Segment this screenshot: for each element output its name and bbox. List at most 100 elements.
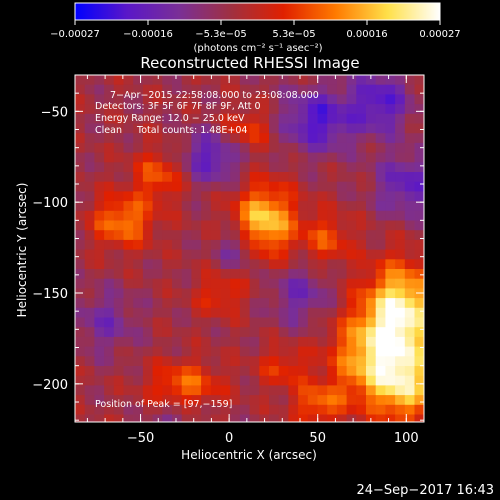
heatmap-cell: [162, 230, 173, 241]
heatmap-cell: [298, 307, 309, 318]
heatmap-cell: [162, 288, 173, 299]
heatmap-cell: [395, 152, 406, 163]
heatmap-cell: [336, 142, 347, 153]
heatmap-cell: [249, 210, 260, 221]
heatmap-cell: [172, 366, 183, 377]
heatmap-cell: [230, 327, 241, 338]
heatmap-cell: [327, 307, 338, 318]
heatmap-cell: [210, 414, 221, 422]
heatmap-cell: [142, 191, 153, 202]
heatmap-cell: [317, 298, 328, 309]
heatmap-cell: [152, 201, 163, 212]
heatmap-cell: [356, 123, 367, 134]
heatmap-cell: [142, 414, 153, 422]
heatmap-cell: [142, 356, 153, 367]
heatmap-cell: [201, 172, 212, 183]
heatmap-cell: [172, 230, 183, 241]
heatmap-cell: [346, 298, 357, 309]
colorbar-tick-label: 5.3e−05: [272, 29, 315, 40]
heatmap-cell: [249, 142, 260, 153]
heatmap-cell: [133, 395, 144, 406]
heatmap-cell: [278, 239, 289, 250]
heatmap-cell: [104, 191, 115, 202]
heatmap-cell: [327, 414, 338, 422]
heatmap-cell: [162, 104, 173, 115]
heatmap-cell: [172, 201, 183, 212]
heatmap-cell: [259, 172, 270, 183]
heatmap-cell: [239, 307, 250, 318]
heatmap-cell: [113, 142, 124, 153]
heatmap-cell: [113, 259, 124, 270]
heatmap-cell: [356, 375, 367, 386]
heatmap-cell: [84, 317, 95, 328]
heatmap-cell: [249, 346, 260, 357]
heatmap-cell: [230, 172, 241, 183]
heatmap-cell: [104, 395, 115, 406]
heatmap-cell: [75, 142, 86, 153]
heatmap-cell: [346, 152, 357, 163]
heatmap-cell: [152, 104, 163, 115]
heatmap-cell: [307, 191, 318, 202]
heatmap-cell: [288, 375, 299, 386]
heatmap-cell: [395, 133, 406, 144]
heatmap-cell: [113, 278, 124, 289]
heatmap-cell: [201, 201, 212, 212]
heatmap-cell: [395, 113, 406, 124]
heatmap-cell: [230, 385, 241, 396]
y-axis: −50 −100 −150 −200: [32, 74, 424, 421]
heatmap-cell: [123, 75, 134, 86]
heatmap-cell: [307, 113, 318, 124]
heatmap-cell: [414, 366, 424, 377]
heatmap-cell: [142, 249, 153, 260]
heatmap-cell: [123, 142, 134, 153]
heatmap-cell: [317, 75, 328, 86]
heatmap-cell: [220, 113, 231, 124]
heatmap-cell: [210, 249, 221, 260]
heatmap-cell: [298, 201, 309, 212]
heatmap-cell: [356, 278, 367, 289]
heatmap-cell: [404, 278, 415, 289]
heatmap-cell: [142, 162, 153, 173]
heatmap-cell: [75, 375, 86, 386]
heatmap-cell: [181, 356, 192, 367]
heatmap-cell: [181, 220, 192, 231]
heatmap-cell: [327, 113, 338, 124]
heatmap-cell: [375, 123, 386, 134]
heatmap-cell: [375, 210, 386, 221]
heatmap-cell: [269, 210, 280, 221]
heatmap-cell: [356, 239, 367, 250]
heatmap-cell: [113, 94, 124, 105]
heatmap-cell: [298, 162, 309, 173]
heatmap-cell: [94, 366, 105, 377]
heatmap-cell: [404, 104, 415, 115]
heatmap-cell: [220, 404, 231, 415]
heatmap-cell: [269, 307, 280, 318]
heatmap-cell: [201, 356, 212, 367]
heatmap-cell: [230, 191, 241, 202]
heatmap-cell: [239, 385, 250, 396]
heatmap-cell: [230, 220, 241, 231]
heatmap-cell: [230, 414, 241, 422]
heatmap-cell: [230, 336, 241, 347]
heatmap-cell: [142, 375, 153, 386]
colorbar-ticks: −0.00027 −0.00016 −5.3e−05 5.3e−05 0.00016 0.…: [50, 20, 461, 40]
heatmap-cell: [191, 152, 202, 163]
heatmap-cell: [239, 336, 250, 347]
heatmap-cell: [239, 210, 250, 221]
heatmap-cell: [75, 307, 86, 318]
heatmap-cell: [84, 94, 95, 105]
heatmap-cell: [375, 385, 386, 396]
heatmap-cell: [220, 395, 231, 406]
heatmap-cell: [385, 327, 396, 338]
heatmap-cell: [230, 152, 241, 163]
heatmap-cell: [298, 278, 309, 289]
heatmap-cell: [220, 133, 231, 144]
heatmap-cell: [366, 142, 377, 153]
heatmap-cell: [259, 269, 270, 280]
heatmap-cell: [327, 249, 338, 260]
heatmap-cell: [327, 327, 338, 338]
heatmap-cell: [327, 346, 338, 357]
heatmap-cell: [317, 259, 328, 270]
heatmap-cell: [307, 298, 318, 309]
heatmap-cell: [307, 220, 318, 231]
